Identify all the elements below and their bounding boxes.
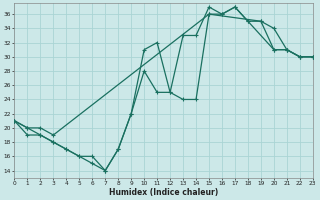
X-axis label: Humidex (Indice chaleur): Humidex (Indice chaleur) — [109, 188, 218, 197]
